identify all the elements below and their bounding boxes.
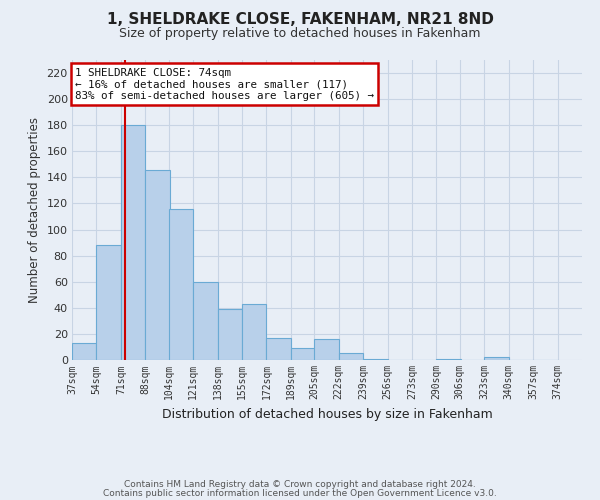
Text: 1 SHELDRAKE CLOSE: 74sqm
← 16% of detached houses are smaller (117)
83% of semi-: 1 SHELDRAKE CLOSE: 74sqm ← 16% of detach… [75,68,374,101]
Bar [338,354,363,360]
Bar [436,358,461,360]
Bar [72,343,97,360]
Bar [193,282,218,360]
Bar [363,358,388,360]
Bar [314,339,338,360]
Text: Contains HM Land Registry data © Crown copyright and database right 2024.: Contains HM Land Registry data © Crown c… [124,480,476,489]
Bar [484,358,509,360]
Y-axis label: Number of detached properties: Number of detached properties [28,117,41,303]
Bar [242,304,266,360]
Bar [291,348,316,360]
Bar [145,170,170,360]
X-axis label: Distribution of detached houses by size in Fakenham: Distribution of detached houses by size … [161,408,493,420]
Bar [266,338,291,360]
Text: 1, SHELDRAKE CLOSE, FAKENHAM, NR21 8ND: 1, SHELDRAKE CLOSE, FAKENHAM, NR21 8ND [107,12,493,28]
Bar [97,245,121,360]
Bar [169,208,193,360]
Bar [218,309,242,360]
Bar [121,125,145,360]
Text: Size of property relative to detached houses in Fakenham: Size of property relative to detached ho… [119,28,481,40]
Text: Contains public sector information licensed under the Open Government Licence v3: Contains public sector information licen… [103,490,497,498]
